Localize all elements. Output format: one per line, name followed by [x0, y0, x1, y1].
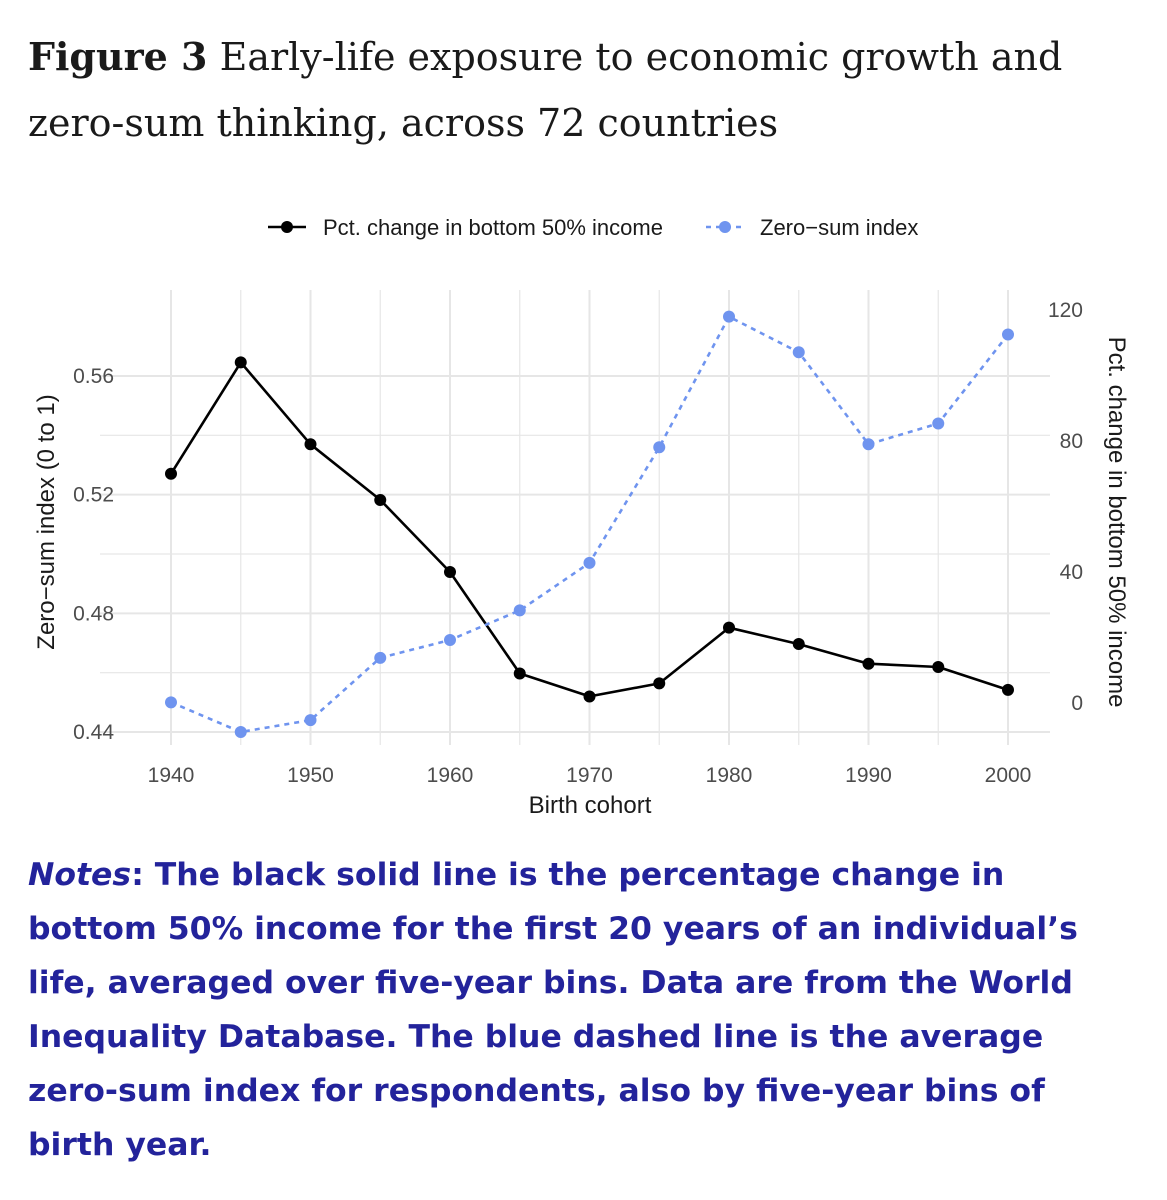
x-tick-label: 2000	[985, 764, 1032, 787]
chart-grid	[100, 290, 1050, 745]
x-tick-label: 1940	[148, 764, 195, 787]
zero-sum-index-point	[444, 634, 456, 647]
income-change-point	[932, 660, 945, 673]
chart-background	[0, 195, 1167, 835]
zero-sum-index-point	[862, 438, 875, 451]
x-tick-label: 1980	[706, 764, 753, 787]
income-change-point	[653, 677, 666, 690]
notes-text: : The black solid line is the percentage…	[28, 857, 1078, 1163]
legend-key-point	[281, 221, 293, 233]
zero-sum-index-point	[304, 714, 317, 727]
x-tick-label: 1960	[427, 764, 474, 787]
right-y-tick-label: 120	[1048, 299, 1083, 322]
x-axis-label: Birth cohort	[529, 792, 652, 819]
zero-sum-index-point	[374, 651, 387, 664]
left-y-tick-label: 0.52	[73, 484, 114, 507]
right-y-tick-label: 80	[1060, 430, 1083, 453]
income-change-point	[304, 438, 317, 451]
income-change-point	[234, 356, 247, 369]
notes-lead: Notes	[28, 857, 132, 893]
income-change-point	[1002, 683, 1014, 696]
x-tick-label: 1970	[566, 764, 613, 787]
income-change-point	[723, 621, 735, 634]
zero-sum-index-point	[653, 441, 666, 454]
line-chart: Pct. change in bottom 50% income Zero−sum…	[0, 195, 1167, 835]
left-y-axis-label: Zero−sum index (0 to 1)	[33, 394, 60, 649]
figure-notes: Notes: The black solid line is the perce…	[28, 848, 1138, 1172]
legend-key-point	[719, 221, 731, 233]
chart-series	[165, 310, 1014, 738]
zero-sum-index-point	[165, 696, 177, 709]
right-y-axis-label: Pct. change in bottom 50% income	[1103, 337, 1130, 708]
zero-sum-index-point	[234, 726, 247, 738]
legend-entry-label: Pct. change in bottom 50% income	[323, 215, 663, 240]
figure-title: Figure 3 Early-life exposure to economic…	[28, 24, 1138, 156]
right-y-tick-label: 0	[1071, 692, 1083, 715]
income-change-point	[583, 690, 596, 703]
legend-entry-label: Zero−sum index	[760, 215, 918, 240]
chart-legend: Pct. change in bottom 50% income Zero−sum…	[268, 215, 918, 240]
zero-sum-index-point	[1002, 328, 1014, 341]
chart-axes: 1940 1950 1960 1970 1980 1990 2000 0.44 0.48 0.52…	[73, 299, 1083, 787]
zero-sum-index-point	[583, 556, 596, 569]
left-y-tick-label: 0.56	[73, 365, 114, 388]
income-change-point	[374, 493, 387, 506]
income-change-point	[444, 566, 456, 578]
x-tick-label: 1950	[287, 764, 334, 787]
left-y-tick-label: 0.48	[73, 602, 114, 625]
left-y-tick-label: 0.44	[73, 721, 114, 744]
right-y-tick-label: 40	[1060, 561, 1083, 584]
x-tick-label: 1990	[845, 764, 892, 787]
zero-sum-index-point	[792, 346, 805, 359]
income-change-point	[513, 667, 526, 680]
figure-title-text: Early-life exposure to economic growth a…	[28, 35, 1063, 145]
income-change-point	[792, 638, 805, 651]
zero-sum-index-point	[513, 604, 526, 617]
zero-sum-index-point	[932, 417, 945, 430]
zero-sum-index-point	[723, 310, 735, 323]
figure-label: Figure 3	[28, 34, 208, 79]
income-change-point	[862, 657, 875, 670]
income-change-point	[165, 467, 177, 480]
